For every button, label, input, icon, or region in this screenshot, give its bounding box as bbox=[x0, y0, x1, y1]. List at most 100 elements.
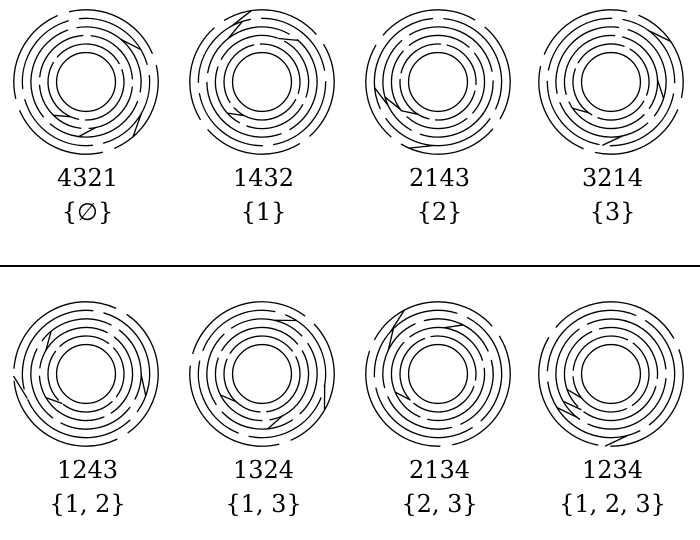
subset-label: {2, 3} bbox=[401, 490, 478, 518]
braid-crossing bbox=[77, 126, 97, 138]
braid-crossing bbox=[604, 434, 629, 447]
braid-strand-arc bbox=[365, 44, 392, 138]
braid-strand-arc bbox=[112, 347, 125, 398]
braid-strand-arc bbox=[84, 69, 125, 121]
braid-strand-arc bbox=[103, 312, 151, 413]
braid-strand-arc bbox=[118, 329, 142, 400]
braid-strand-arc bbox=[62, 400, 113, 413]
braid-strand-arc bbox=[382, 9, 476, 36]
braid-strand-arc bbox=[229, 335, 293, 354]
braid-strand-arc bbox=[413, 386, 475, 413]
braid-strand-arc bbox=[443, 17, 503, 110]
braid-strand-arc bbox=[283, 40, 310, 98]
braid-crossing bbox=[602, 135, 624, 146]
braid-strand-arc bbox=[38, 375, 105, 422]
braid-crossing bbox=[443, 324, 464, 329]
braid-strand-arc bbox=[114, 64, 159, 149]
braid-strand-arc bbox=[622, 36, 659, 109]
figure-cell-6: 1324 {1, 3} bbox=[176, 292, 351, 532]
braid-strand-arc bbox=[39, 326, 108, 369]
permutation-label: 3214 bbox=[581, 164, 644, 192]
braid-strand-arc bbox=[214, 66, 241, 124]
figure-cell-4: 3214 {3} bbox=[525, 0, 700, 240]
braid-strand-arc bbox=[430, 335, 477, 381]
closed-braid-diagram-1 bbox=[13, 9, 159, 155]
top-row: 4321 {∅} 1432 {1} 2143 {2} 3214 {3} bbox=[0, 0, 700, 230]
braid-crossing bbox=[45, 330, 52, 351]
braid-strand-arc bbox=[460, 359, 494, 425]
braid-strand-arc bbox=[21, 309, 94, 390]
bottom-row: 1243 {1, 2} 1324 {1, 3} 2134 {2, 3} 1234… bbox=[0, 292, 700, 522]
figure-cell-2: 1432 {1} bbox=[176, 0, 351, 240]
subset-label: {1, 3} bbox=[225, 490, 302, 518]
braid-strand-arc bbox=[563, 34, 616, 95]
braid-strand-arc bbox=[387, 396, 453, 430]
braid-strand-arc bbox=[375, 387, 473, 439]
braid-strand-arc bbox=[638, 14, 684, 99]
braid-strand-arc bbox=[206, 81, 282, 138]
inner-circle bbox=[55, 343, 117, 405]
inner-circle bbox=[231, 343, 293, 405]
braid-strand-arc bbox=[38, 84, 82, 129]
braid-crossing bbox=[226, 112, 245, 117]
braid-strand-arc bbox=[365, 350, 441, 447]
braid-crossing bbox=[566, 388, 583, 399]
subset-label: {∅} bbox=[61, 198, 114, 226]
braid-strand-arc bbox=[382, 39, 412, 131]
braid-crossing bbox=[647, 29, 672, 43]
braid-strand-arc bbox=[629, 48, 650, 96]
braid-strand-arc bbox=[419, 80, 494, 138]
braid-strand-arc bbox=[399, 78, 430, 120]
braid-strand-arc bbox=[47, 61, 80, 120]
braid-strand-arc bbox=[78, 17, 148, 65]
braid-strand-arc bbox=[373, 301, 493, 341]
braid-strand-arc bbox=[30, 348, 54, 419]
braid-strand-arc bbox=[466, 316, 503, 422]
braid-strand-arc bbox=[559, 102, 649, 138]
braid-crossing bbox=[571, 107, 590, 114]
braid-strand-arc bbox=[103, 74, 151, 144]
permutation-label: 2143 bbox=[408, 164, 471, 192]
subset-label: {1, 2, 3} bbox=[559, 490, 666, 518]
braid-strand-arc bbox=[273, 81, 327, 146]
braid-strand-arc bbox=[68, 9, 153, 54]
braid-strand-arc bbox=[572, 68, 593, 116]
braid-strand-arc bbox=[13, 380, 118, 447]
braid-strand-arc bbox=[285, 314, 327, 388]
braid-strand-arc bbox=[198, 93, 263, 147]
row-divider bbox=[0, 265, 700, 267]
braid-strand-arc bbox=[197, 360, 239, 434]
braid-strand-arc bbox=[49, 100, 139, 138]
braid-crossing bbox=[394, 391, 411, 401]
braid-strand-arc bbox=[538, 65, 584, 150]
braid-strand-arc bbox=[90, 35, 134, 80]
braid-strand-arc bbox=[30, 29, 69, 118]
braid-strand-arc bbox=[220, 34, 278, 61]
braid-strand-arc bbox=[572, 335, 629, 371]
figure-cell-5: 1243 {1, 2} bbox=[0, 292, 175, 532]
braid-strand-arc bbox=[547, 17, 613, 71]
braid-strand-arc bbox=[24, 99, 94, 147]
braid-crossing bbox=[556, 406, 578, 418]
closed-braid-diagram-3 bbox=[365, 9, 511, 155]
braid-strand-arc bbox=[577, 43, 625, 64]
braid-strand-arc bbox=[631, 342, 650, 407]
braid-strand-arc bbox=[472, 52, 486, 114]
braid-strand-arc bbox=[627, 28, 667, 117]
braid-strand-arc bbox=[126, 313, 159, 434]
braid-strand-arc bbox=[59, 335, 110, 348]
braid-strand-arc bbox=[88, 86, 133, 130]
closed-braid-diagram-7 bbox=[365, 301, 511, 447]
braid-strand-arc bbox=[19, 110, 104, 155]
braid-strand-arc bbox=[609, 93, 675, 147]
braid-strand-arc bbox=[56, 43, 120, 65]
braid-strand-arc bbox=[555, 301, 675, 339]
braid-strand-arc bbox=[427, 367, 486, 422]
braid-strand-arc bbox=[568, 101, 645, 130]
braid-strand-arc bbox=[406, 116, 468, 130]
braid-strand-arc bbox=[299, 342, 318, 415]
inner-circle bbox=[231, 51, 293, 113]
braid-strand-arc bbox=[598, 326, 659, 380]
braid-strand-arc bbox=[189, 27, 215, 121]
braid-crossing bbox=[140, 373, 147, 397]
